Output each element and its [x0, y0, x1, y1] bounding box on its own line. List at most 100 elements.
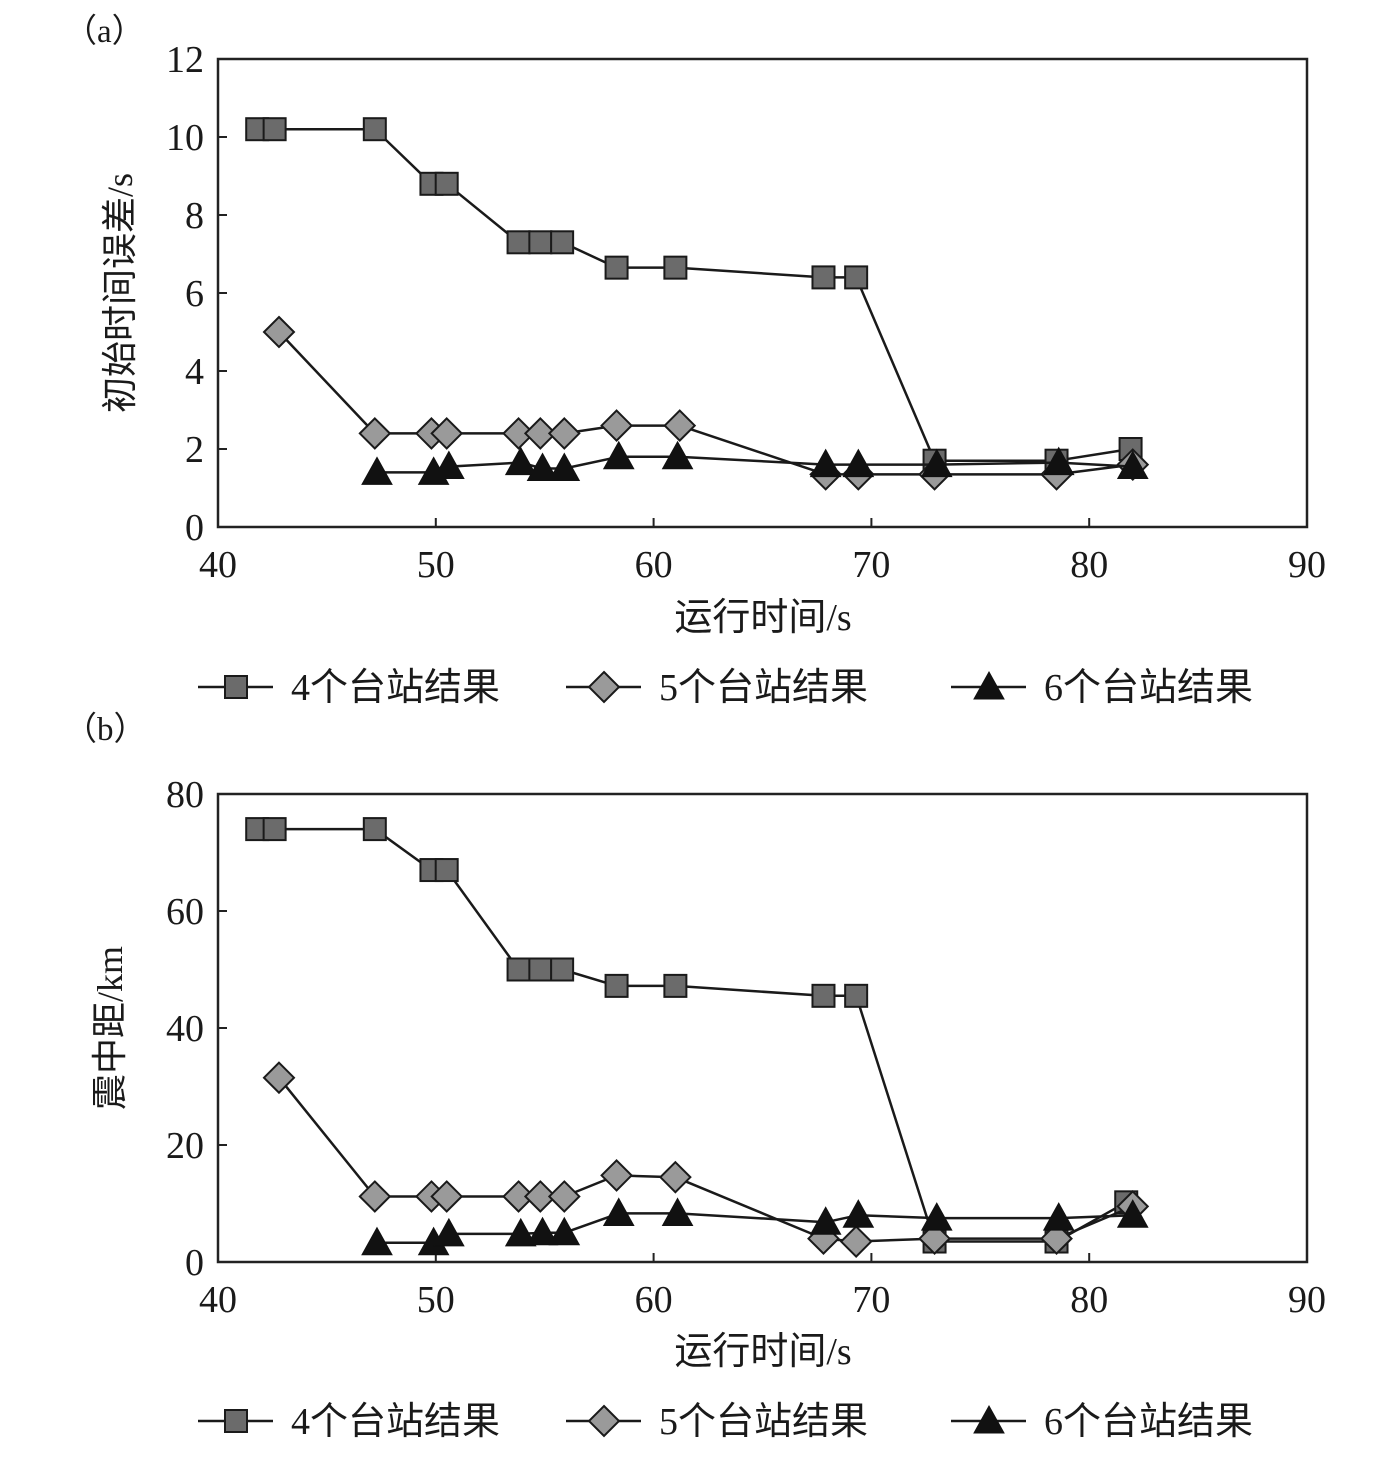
x-tick-label: 70	[852, 544, 890, 586]
data-point	[548, 452, 581, 481]
y-tick-label: 60	[166, 891, 204, 933]
data-point	[844, 265, 869, 290]
legend-label: 4个台站结果	[291, 1401, 500, 1443]
data-point	[550, 230, 575, 255]
axis-ticks: 40 50 60 70 80 90 0 2 4 6 8 10 12	[166, 39, 1326, 586]
data-point	[434, 171, 459, 196]
series-line	[257, 827, 1127, 1243]
x-tick-label: 60	[635, 544, 673, 586]
y-tick-label: 2	[185, 429, 204, 471]
y-axis-title-group: 震中距/km	[90, 946, 130, 1110]
legend-marker	[224, 675, 248, 699]
series-layer	[245, 817, 1150, 1258]
data-point	[602, 1197, 635, 1226]
panel-a: （a） 初始时间误差/s 运行时间/s 40 50 60 70 80 90 0 2 4 6 8 10 1…	[64, 14, 1326, 709]
data-point	[809, 448, 842, 478]
data-point	[602, 440, 635, 470]
series-3	[361, 440, 1149, 485]
legend-item-2: 5个台站结果	[566, 667, 868, 709]
data-point	[430, 416, 464, 450]
y-tick-label: 12	[166, 39, 204, 81]
data-point	[358, 416, 392, 450]
x-tick-label: 80	[1070, 1279, 1108, 1321]
y-tick-label: 40	[166, 1008, 204, 1050]
data-point	[433, 1217, 465, 1247]
data-point	[502, 1180, 535, 1213]
y-axis-title: 初始时间误差/s	[100, 173, 140, 413]
data-point	[506, 957, 531, 982]
series-layer	[245, 117, 1150, 491]
y-axis-title-group: 初始时间误差/s	[100, 173, 140, 413]
data-point	[502, 416, 535, 450]
data-point	[839, 1225, 873, 1258]
legend-marker	[587, 670, 621, 704]
data-point	[809, 1206, 842, 1235]
legend-label: 6个台站结果	[1044, 667, 1253, 709]
data-point	[844, 983, 869, 1008]
data-point	[918, 1222, 951, 1256]
data-point	[1042, 1202, 1075, 1231]
data-point	[604, 973, 629, 998]
data-point	[504, 446, 537, 476]
x-tick-label: 80	[1070, 544, 1108, 586]
data-point	[1116, 450, 1149, 480]
x-axis-title: 运行时间/s	[674, 1331, 851, 1373]
data-point	[362, 117, 387, 142]
legend-label: 5个台站结果	[659, 1401, 868, 1443]
data-point	[547, 1180, 581, 1213]
series-line	[278, 331, 1133, 476]
panel-b: （b） 震中距/km 运行时间/s 40 50 60 70 80 90020406080 …	[64, 712, 1326, 1443]
data-point	[1040, 1222, 1073, 1256]
data-point	[661, 1197, 694, 1226]
data-point	[658, 1160, 692, 1194]
y-tick-label: 8	[185, 195, 204, 237]
legend-item-3: 6个台站结果	[951, 1401, 1253, 1443]
data-point	[547, 416, 581, 450]
legend-marker	[224, 1409, 248, 1433]
legend-item-2: 5个台站结果	[566, 1401, 868, 1443]
data-point	[361, 456, 393, 485]
data-point	[663, 409, 697, 443]
data-point	[548, 1216, 581, 1246]
data-point	[262, 315, 296, 349]
data-point	[358, 1180, 392, 1213]
data-point	[433, 450, 465, 480]
data-point	[262, 817, 287, 842]
data-point	[842, 1199, 875, 1228]
y-tick-label: 0	[185, 507, 204, 549]
x-tick-label: 90	[1288, 544, 1326, 586]
data-point	[600, 409, 633, 443]
panel-label: （a）	[64, 14, 145, 50]
data-point	[361, 1226, 393, 1256]
y-tick-label: 0	[185, 1242, 204, 1284]
series-line	[257, 127, 1131, 462]
y-tick-label: 10	[166, 117, 204, 159]
data-point	[506, 230, 531, 255]
data-point	[434, 858, 459, 883]
legend: 4个台站结果 5个台站结果 6个台站结果	[198, 667, 1253, 709]
data-point	[1116, 1199, 1149, 1228]
data-point	[523, 416, 557, 450]
data-point	[550, 957, 575, 982]
x-tick-label: 40	[199, 1279, 237, 1321]
data-point	[811, 983, 836, 1008]
series-3	[361, 1197, 1149, 1256]
data-point	[604, 255, 629, 280]
legend: 4个台站结果 5个台站结果 6个台站结果	[198, 1401, 1253, 1443]
data-point	[262, 1061, 296, 1095]
data-point	[523, 1180, 557, 1213]
y-tick-label: 80	[166, 774, 204, 816]
series-2	[262, 1061, 1150, 1258]
legend-marker	[973, 670, 1005, 700]
series-1	[245, 117, 1143, 473]
axis-ticks: 40 50 60 70 80 90 0 20 40 60 80	[166, 774, 1326, 1321]
series-line	[377, 455, 1133, 474]
data-point	[504, 1217, 537, 1247]
data-point	[600, 1159, 633, 1192]
data-point	[842, 448, 875, 478]
data-point	[528, 230, 553, 255]
legend-marker	[587, 1404, 621, 1438]
x-tick-label: 60	[635, 1279, 673, 1321]
y-tick-label: 6	[185, 273, 204, 315]
